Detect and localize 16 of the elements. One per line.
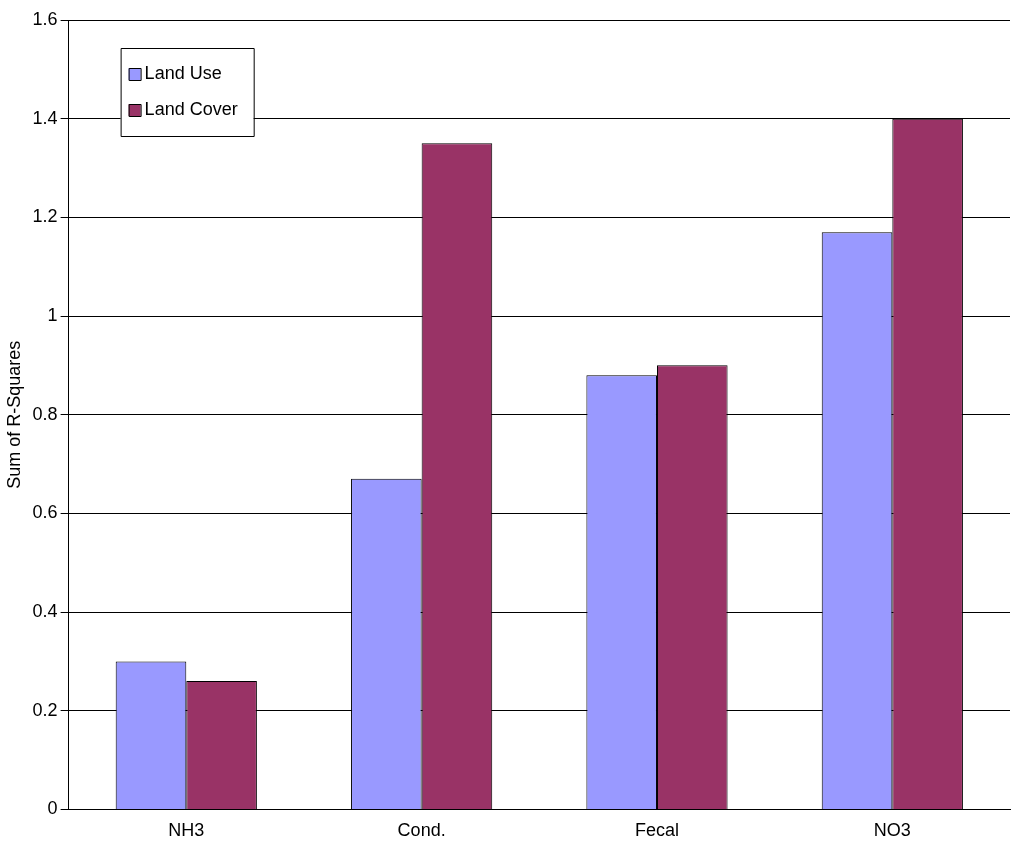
legend-label: Land Use	[144, 62, 222, 83]
y-tick-label: 0.2	[32, 699, 58, 720]
y-tick-label: 1.2	[32, 206, 58, 227]
x-tick-label: Fecal	[634, 820, 679, 841]
x-tick-label: NH3	[168, 820, 205, 841]
legend-label: Land Cover	[144, 98, 238, 119]
y-tick-label: 0.6	[32, 502, 58, 523]
y-tick-label: 1.6	[32, 8, 58, 29]
y-tick-label: 0.4	[32, 601, 58, 622]
y-tick-label: 0	[47, 798, 58, 819]
y-tick-label: 0.8	[32, 403, 58, 424]
x-tick-label: NO3	[873, 820, 911, 841]
y-tick-label: 1	[47, 304, 58, 325]
y-tick-label: 1.4	[32, 107, 58, 128]
x-tick-label: Cond.	[397, 820, 446, 841]
y-axis-title: Sum of R-Squares	[3, 340, 24, 489]
